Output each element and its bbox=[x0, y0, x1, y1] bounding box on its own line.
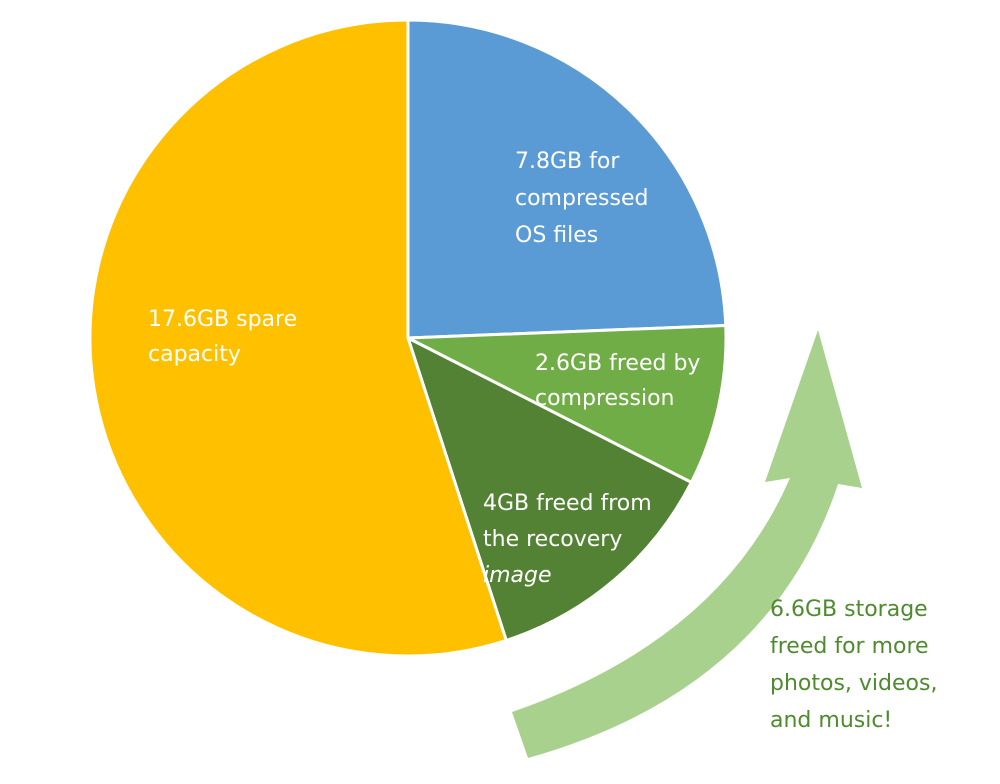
slice-label: OS files bbox=[515, 223, 598, 248]
slice-label: capacity bbox=[148, 342, 241, 367]
annotation: freed for more bbox=[770, 634, 929, 659]
slice-label: 4GB freed from bbox=[483, 491, 652, 516]
pie-slice bbox=[406, 18, 728, 340]
annotation: 6.6GB storage bbox=[770, 597, 928, 622]
annotation: and music! bbox=[770, 708, 892, 733]
pie-slice bbox=[405, 335, 694, 643]
slice-label: 7.8GB for bbox=[515, 149, 620, 174]
slice-label: compressed bbox=[515, 186, 648, 211]
slice-label: the recovery bbox=[483, 527, 622, 552]
annotation: photos, videos, bbox=[770, 671, 937, 696]
slice-label: compression bbox=[535, 386, 675, 411]
slice-label: 17.6GB spare bbox=[148, 307, 297, 332]
slice-label: image bbox=[483, 563, 552, 588]
slice-label: 2.6GB freed by bbox=[535, 351, 700, 376]
arrow bbox=[512, 330, 862, 758]
pie-slice bbox=[402, 323, 728, 485]
pie-slice bbox=[88, 18, 509, 658]
